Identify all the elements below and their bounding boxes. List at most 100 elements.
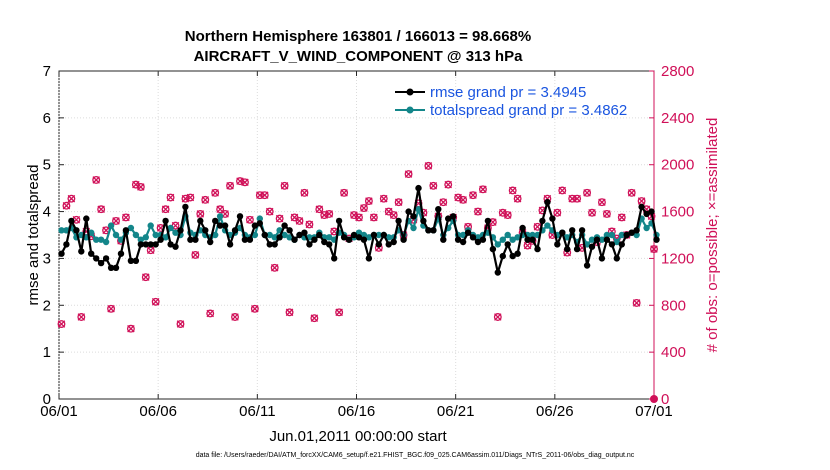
obs-possible-point — [325, 209, 334, 218]
totalspread-point — [504, 231, 511, 239]
obs-possible-point — [627, 188, 636, 197]
rmse-point — [613, 255, 620, 262]
obs-possible-point — [245, 215, 254, 224]
totalspread-point — [256, 215, 263, 222]
rmse-point — [400, 236, 407, 243]
totalspread-point — [152, 231, 159, 239]
x-axis: 06/01 06/06 06/11 06/16 06/21 06/26 07/01 — [40, 71, 673, 420]
rmse-point — [564, 245, 571, 253]
obs-assimilated-point — [603, 210, 611, 218]
obs-possible-point — [250, 304, 259, 313]
rmse-point — [88, 250, 95, 257]
obs-assimilated-point — [598, 198, 606, 206]
obs-possible-point — [191, 250, 200, 259]
totalspread-point — [415, 206, 422, 213]
obs-assimilated-point — [127, 324, 135, 333]
y-tick-label: 2 — [43, 297, 51, 314]
rmse-point — [504, 241, 511, 248]
obs-possible-point — [275, 214, 284, 223]
rmse-point — [549, 215, 556, 222]
rmse-point — [375, 241, 382, 248]
series-lines — [58, 184, 660, 276]
totalspread-point — [643, 224, 650, 232]
obs-possible-point — [226, 181, 235, 190]
totalspread-point — [355, 229, 363, 236]
obs-possible-point — [573, 194, 582, 203]
rmse-point — [182, 203, 189, 211]
rmse-point — [231, 227, 239, 234]
x-tick-label: 06/21 — [437, 403, 475, 420]
totalspread-point — [212, 231, 219, 239]
obs-possible-point — [166, 193, 175, 202]
obs-possible-point — [558, 186, 567, 195]
rmse-point — [454, 236, 462, 243]
rmse-point — [598, 255, 606, 262]
y-axis-left: 0 1 2 3 4 5 6 7 — [43, 63, 64, 408]
y-tick-label: 1 — [43, 344, 51, 361]
rmse-point — [241, 236, 249, 243]
rmse-point — [202, 227, 209, 234]
rmse-point — [593, 236, 601, 243]
totalspread-point — [360, 231, 368, 239]
totalspread-point — [618, 231, 625, 239]
obs-possible-point — [602, 209, 611, 218]
totalspread-point — [494, 241, 501, 248]
rmse-point — [197, 217, 204, 225]
totalspread-point — [132, 231, 140, 239]
obs-assimilated-point — [166, 193, 175, 202]
y-tick-label: 6 — [43, 110, 51, 127]
totalspread-point — [375, 231, 382, 239]
rmse-point — [326, 241, 333, 248]
grid-lines — [58, 71, 655, 399]
obs-assimilated-point — [335, 308, 343, 317]
obs-possible-point — [650, 245, 658, 254]
obs-possible-point — [597, 198, 606, 207]
rmse-point — [147, 241, 154, 248]
rmse-point — [534, 245, 541, 253]
obs-assimilated-point — [305, 220, 314, 229]
obs-possible-point — [404, 170, 413, 179]
obs-assimilated-point — [270, 264, 279, 272]
obs-possible-point — [196, 209, 205, 218]
obs-possible-point — [478, 185, 487, 194]
rmse-point — [102, 255, 110, 262]
obs-assimilated-point — [508, 186, 517, 195]
obs-assimilated-point — [340, 189, 348, 197]
obs-possible-point — [429, 181, 438, 190]
rmse-point — [251, 222, 259, 229]
totalspread-point — [107, 222, 115, 229]
totalspread-point — [271, 234, 278, 241]
chart-title: Northern Hemisphere 163801 / 166013 = 98… — [185, 28, 531, 45]
obs-assimilated-point — [107, 305, 115, 313]
rmse-point — [316, 231, 323, 239]
rmse-point — [142, 241, 149, 248]
rmse-point — [425, 227, 432, 234]
y2-tick-label: 1200 — [661, 250, 694, 267]
totalspread-point — [499, 236, 506, 243]
rmse-point — [440, 236, 447, 243]
obs-possible-point — [315, 205, 324, 214]
obs-possible-point — [459, 195, 468, 204]
obs-possible-point — [161, 205, 170, 214]
obs-assimilated-point — [573, 194, 581, 203]
obs-assimilated-point — [618, 213, 626, 222]
rmse-point — [370, 231, 378, 239]
y2-tick-label: 400 — [661, 344, 686, 361]
obs-assimilated-point — [355, 213, 363, 222]
rmse-point — [291, 236, 298, 243]
obs-assimilated-point — [513, 194, 522, 203]
rmse-point — [479, 236, 487, 243]
obs-assimilated-point — [583, 189, 591, 197]
rmse-point — [415, 184, 422, 192]
totalspread-point — [167, 224, 174, 232]
rmse-point — [608, 241, 616, 248]
obs-assimilated-point — [275, 214, 284, 223]
obs-possible-point — [568, 194, 577, 203]
rmse-point — [172, 243, 179, 250]
rmse-point — [162, 217, 169, 225]
obs-assimilated-point — [389, 211, 398, 219]
rmse-point — [653, 236, 660, 243]
obs-possible-point — [57, 320, 66, 328]
obs-possible-point — [231, 313, 239, 321]
obs-assimilated-point — [186, 193, 195, 202]
